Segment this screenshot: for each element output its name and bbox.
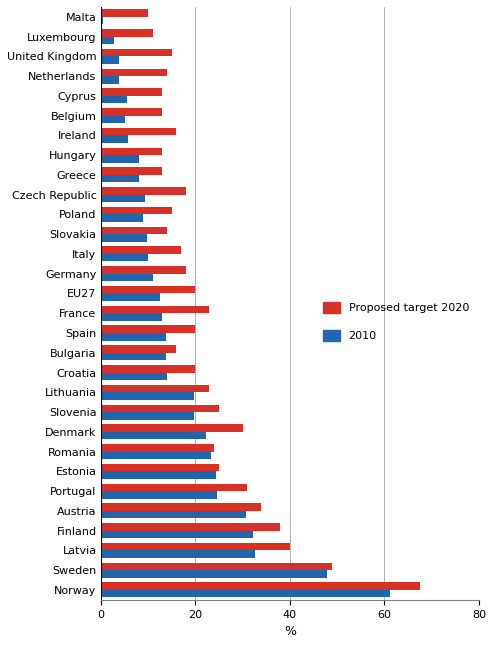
Bar [101,88,162,96]
Bar [101,187,186,195]
Bar [101,373,167,380]
Bar [101,444,214,452]
Bar [101,570,327,578]
Bar [101,148,162,155]
Bar [101,306,210,313]
Bar [101,128,176,135]
Bar [101,326,195,333]
Bar [101,503,261,511]
Bar [101,135,128,143]
Bar [101,353,166,361]
Bar [101,49,172,56]
Bar [101,562,332,570]
Bar [101,404,219,412]
Bar [101,195,145,202]
Legend: Proposed target 2020, 2010: Proposed target 2020, 2010 [318,297,473,346]
Bar [101,543,290,550]
Bar [101,293,160,301]
Bar [101,471,215,479]
Bar [101,392,194,400]
Bar [101,68,167,76]
Bar [101,168,162,175]
Bar [101,412,194,419]
Bar [101,214,143,222]
Bar [101,531,253,538]
Bar [101,550,255,558]
Bar [101,96,127,103]
Bar [101,37,114,44]
Bar [101,590,389,597]
Bar [101,207,172,214]
Bar [101,365,195,373]
Bar [101,254,148,261]
Bar [101,345,176,353]
Bar [101,234,147,242]
Bar [101,582,420,590]
Bar [101,424,243,432]
Bar [101,226,167,234]
Bar [101,29,153,37]
Bar [101,115,125,123]
Bar [101,451,211,459]
Bar [101,286,195,293]
Bar [101,385,210,392]
Bar [101,108,162,115]
Bar [101,9,148,17]
Bar [101,464,219,471]
Bar [101,76,119,84]
Bar [101,273,153,281]
Bar [101,484,247,491]
Bar [101,313,162,321]
X-axis label: %: % [284,625,296,638]
Bar [101,266,186,273]
Bar [101,56,119,64]
Bar [101,432,206,439]
Bar [101,511,246,519]
Bar [101,17,103,25]
Bar [101,333,166,341]
Bar [101,155,139,163]
Bar [101,246,181,254]
Bar [101,175,139,183]
Bar [101,523,281,531]
Bar [101,491,217,499]
